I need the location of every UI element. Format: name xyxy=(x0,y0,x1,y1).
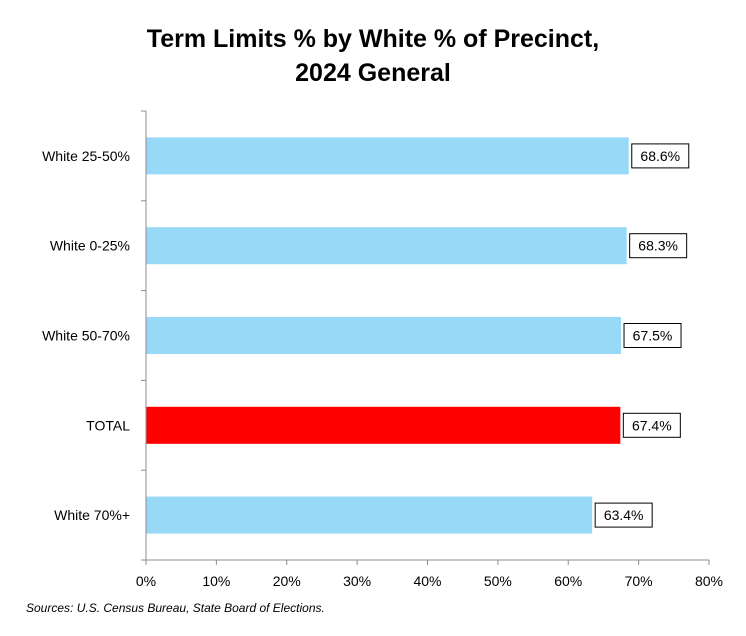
x-tick-label: 40% xyxy=(413,573,441,589)
data-label: 68.3% xyxy=(638,238,678,254)
x-tick-label: 80% xyxy=(695,573,723,589)
x-tick-label: 10% xyxy=(202,573,230,589)
x-tick-label: 30% xyxy=(343,573,371,589)
source-note: Sources: U.S. Census Bureau, State Board… xyxy=(26,601,325,615)
chart-title-line-2: 2024 General xyxy=(295,59,451,87)
x-tick-label: 0% xyxy=(136,573,156,589)
data-label: 68.6% xyxy=(640,148,680,164)
category-label: White 0-25% xyxy=(50,238,130,254)
category-label: TOTAL xyxy=(86,417,130,433)
data-label-box xyxy=(622,412,681,438)
data-label-box xyxy=(629,233,688,259)
category-label: White 70%+ xyxy=(54,507,130,523)
x-tick-label: 20% xyxy=(273,573,301,589)
data-label: 67.4% xyxy=(632,417,672,433)
data-label: 63.4% xyxy=(604,507,644,523)
x-tick-label: 50% xyxy=(484,573,512,589)
data-label-box xyxy=(631,143,690,169)
chart-title-line-1: Term Limits % by White % of Precinct, xyxy=(146,25,600,53)
chart-title: Term Limits % by White % of Precinct, 20… xyxy=(0,22,746,90)
bar xyxy=(146,137,629,175)
category-label: White 50-70% xyxy=(42,328,130,344)
x-tick-label: 70% xyxy=(625,573,653,589)
bar xyxy=(146,496,593,534)
bar xyxy=(146,406,621,444)
bar xyxy=(146,317,622,354)
data-label: 67.5% xyxy=(633,328,673,344)
category-label: White 25-50% xyxy=(42,148,130,164)
data-label-box xyxy=(623,323,682,348)
data-label-box xyxy=(594,502,653,528)
x-tick-label: 60% xyxy=(554,573,582,589)
bar xyxy=(146,227,627,265)
